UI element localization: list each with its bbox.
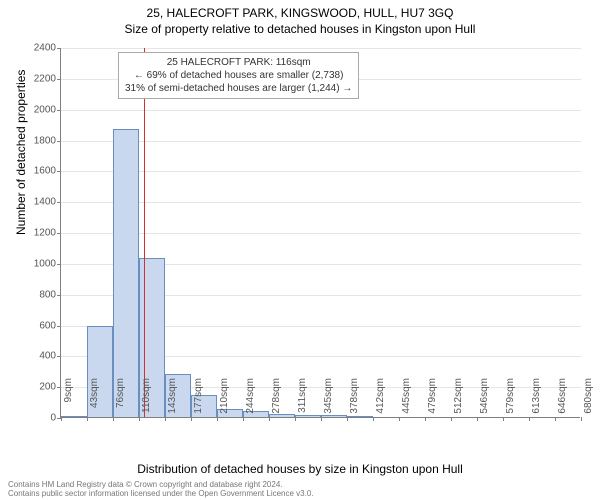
ytick-label: 1800 bbox=[4, 135, 56, 146]
ytick-label: 0 bbox=[4, 413, 56, 424]
chart-area: 0200400600800100012001400160018002000220… bbox=[60, 48, 580, 418]
xtick-label: 680sqm bbox=[583, 378, 594, 422]
ytick-mark bbox=[57, 110, 61, 111]
ytick-label: 1000 bbox=[4, 258, 56, 269]
xtick-label: 579sqm bbox=[505, 378, 516, 422]
ytick-mark bbox=[57, 356, 61, 357]
ytick-mark bbox=[57, 326, 61, 327]
xtick-mark bbox=[451, 417, 452, 421]
xtick-mark bbox=[113, 417, 114, 421]
xtick-mark bbox=[347, 417, 348, 421]
callout-line2: ← 69% of detached houses are smaller (2,… bbox=[125, 69, 352, 82]
xtick-label: 278sqm bbox=[271, 378, 282, 422]
callout-line3: 31% of semi-detached houses are larger (… bbox=[125, 82, 352, 95]
callout-line1: 25 HALECROFT PARK: 116sqm bbox=[125, 56, 352, 69]
xtick-label: 244sqm bbox=[245, 378, 256, 422]
ytick-mark bbox=[57, 387, 61, 388]
xtick-mark bbox=[425, 417, 426, 421]
ytick-mark bbox=[57, 141, 61, 142]
xtick-mark bbox=[503, 417, 504, 421]
xtick-mark bbox=[217, 417, 218, 421]
xtick-label: 110sqm bbox=[141, 378, 152, 422]
xtick-label: 378sqm bbox=[349, 378, 360, 422]
xtick-mark bbox=[555, 417, 556, 421]
ytick-mark bbox=[57, 48, 61, 49]
property-callout: 25 HALECROFT PARK: 116sqm ← 69% of detac… bbox=[118, 52, 359, 99]
xtick-label: 177sqm bbox=[193, 378, 204, 422]
xtick-label: 512sqm bbox=[453, 378, 464, 422]
chart-subtitle: Size of property relative to detached ho… bbox=[0, 20, 600, 36]
histogram-bar bbox=[113, 129, 139, 417]
ytick-label: 200 bbox=[4, 382, 56, 393]
xtick-label: 613sqm bbox=[531, 378, 542, 422]
ytick-label: 2200 bbox=[4, 73, 56, 84]
xtick-mark bbox=[191, 417, 192, 421]
ytick-label: 1600 bbox=[4, 166, 56, 177]
y-axis-label: Number of detached properties bbox=[14, 70, 28, 235]
ytick-mark bbox=[57, 202, 61, 203]
ytick-mark bbox=[57, 79, 61, 80]
ytick-mark bbox=[57, 295, 61, 296]
xtick-mark bbox=[477, 417, 478, 421]
xtick-mark bbox=[373, 417, 374, 421]
xtick-mark bbox=[87, 417, 88, 421]
xtick-label: 546sqm bbox=[479, 378, 490, 422]
ytick-label: 600 bbox=[4, 320, 56, 331]
ytick-label: 1200 bbox=[4, 228, 56, 239]
xtick-mark bbox=[61, 417, 62, 421]
ytick-mark bbox=[57, 171, 61, 172]
ytick-label: 1400 bbox=[4, 197, 56, 208]
xtick-label: 9sqm bbox=[63, 378, 74, 422]
xtick-label: 210sqm bbox=[219, 378, 230, 422]
xtick-label: 445sqm bbox=[401, 378, 412, 422]
gridline bbox=[61, 48, 581, 49]
xtick-mark bbox=[139, 417, 140, 421]
xtick-mark bbox=[321, 417, 322, 421]
xtick-label: 412sqm bbox=[375, 378, 386, 422]
ytick-mark bbox=[57, 233, 61, 234]
xtick-mark bbox=[243, 417, 244, 421]
xtick-mark bbox=[399, 417, 400, 421]
x-axis-label: Distribution of detached houses by size … bbox=[0, 462, 600, 476]
ytick-label: 800 bbox=[4, 289, 56, 300]
xtick-label: 143sqm bbox=[167, 378, 178, 422]
gridline bbox=[61, 233, 581, 234]
ytick-label: 400 bbox=[4, 351, 56, 362]
chart-title: 25, HALECROFT PARK, KINGSWOOD, HULL, HU7… bbox=[0, 0, 600, 20]
gridline bbox=[61, 110, 581, 111]
footer-line2: Contains public sector information licen… bbox=[8, 489, 314, 498]
xtick-mark bbox=[295, 417, 296, 421]
gridline bbox=[61, 202, 581, 203]
xtick-mark bbox=[165, 417, 166, 421]
gridline bbox=[61, 171, 581, 172]
xtick-mark bbox=[529, 417, 530, 421]
xtick-label: 76sqm bbox=[115, 378, 126, 422]
ytick-mark bbox=[57, 264, 61, 265]
xtick-mark bbox=[269, 417, 270, 421]
xtick-label: 479sqm bbox=[427, 378, 438, 422]
footer-attribution: Contains HM Land Registry data © Crown c… bbox=[8, 480, 314, 498]
gridline bbox=[61, 141, 581, 142]
ytick-label: 2400 bbox=[4, 43, 56, 54]
chart-container: 25, HALECROFT PARK, KINGSWOOD, HULL, HU7… bbox=[0, 0, 600, 500]
plot-region bbox=[60, 48, 580, 418]
footer-line1: Contains HM Land Registry data © Crown c… bbox=[8, 480, 314, 489]
xtick-label: 646sqm bbox=[557, 378, 568, 422]
xtick-label: 43sqm bbox=[89, 378, 100, 422]
property-marker-line bbox=[144, 48, 145, 417]
xtick-mark bbox=[581, 417, 582, 421]
xtick-label: 311sqm bbox=[297, 378, 308, 422]
ytick-label: 2000 bbox=[4, 104, 56, 115]
xtick-label: 345sqm bbox=[323, 378, 334, 422]
